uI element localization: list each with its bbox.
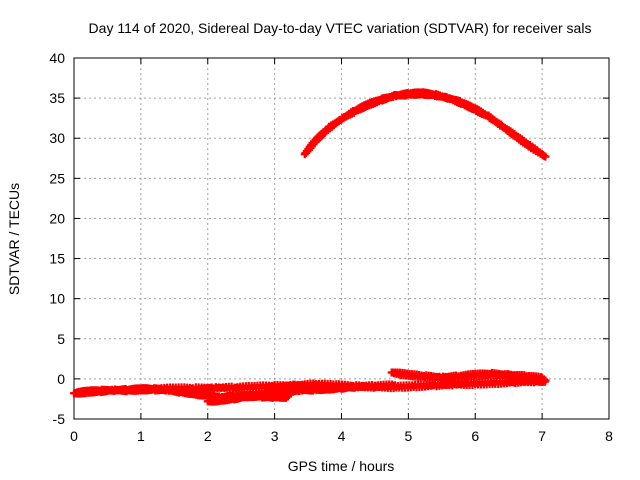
series-arc-high: [300, 88, 550, 161]
y-tick-label: 15: [49, 251, 65, 267]
x-axis-label: GPS time / hours: [288, 458, 395, 474]
x-tick-label: 7: [538, 428, 546, 444]
x-tick-label: 1: [137, 428, 145, 444]
y-tick-label: 5: [57, 331, 65, 347]
y-tick-label: 30: [49, 130, 65, 146]
data-point: [391, 381, 399, 390]
y-tick-label: 0: [57, 371, 65, 387]
x-axis-ticks: 0 1 2 3 4 5 6 7 8: [70, 58, 613, 444]
x-tick-label: 8: [605, 428, 613, 444]
x-tick-label: 5: [404, 428, 412, 444]
x-tick-label: 3: [271, 428, 279, 444]
data-point: [538, 374, 547, 383]
series-near-zero-c: [387, 368, 547, 383]
x-tick-label: 2: [204, 428, 212, 444]
y-axis-label: SDTVAR / TECUs: [6, 183, 22, 295]
x-tick-label: 0: [70, 428, 78, 444]
data-series: [70, 88, 550, 406]
data-point: [541, 152, 550, 161]
y-tick-label: 35: [49, 90, 65, 106]
x-tick-label: 6: [471, 428, 479, 444]
x-tick-label: 4: [338, 428, 346, 444]
grid: [74, 58, 609, 419]
series-near-zero-d: [203, 380, 399, 406]
y-tick-label: 20: [49, 210, 65, 226]
y-axis-ticks: -5 0 5 10 15 20 25 30 35 40: [49, 50, 609, 427]
y-tick-label: 10: [49, 291, 65, 307]
chart-title: Day 114 of 2020, Sidereal Day-to-day VTE…: [89, 20, 592, 36]
y-tick-label: 40: [49, 50, 65, 66]
y-tick-label: 25: [49, 170, 65, 186]
y-tick-label: -5: [53, 411, 66, 427]
